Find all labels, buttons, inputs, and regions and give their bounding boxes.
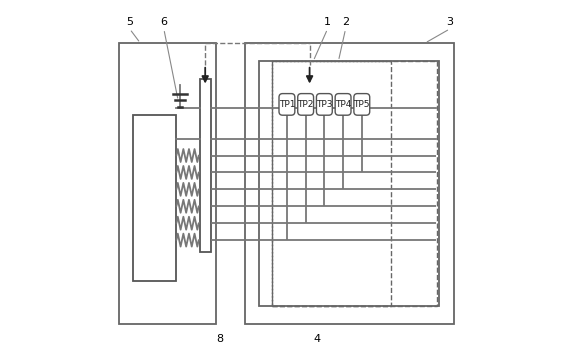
FancyBboxPatch shape — [354, 94, 370, 115]
Bar — [259, 61, 439, 306]
Text: TP1: TP1 — [279, 100, 295, 109]
Bar — [133, 115, 176, 281]
Text: 5: 5 — [126, 17, 133, 27]
Text: 2: 2 — [342, 17, 349, 27]
Bar — [245, 43, 454, 324]
Text: 3: 3 — [446, 17, 453, 27]
Bar — [272, 61, 437, 306]
Text: 1: 1 — [324, 17, 331, 27]
Text: 4: 4 — [313, 334, 320, 344]
Text: 6: 6 — [160, 17, 167, 27]
Text: 8: 8 — [216, 334, 223, 344]
FancyBboxPatch shape — [279, 94, 295, 115]
FancyBboxPatch shape — [298, 94, 313, 115]
Text: TP5: TP5 — [354, 100, 370, 109]
FancyBboxPatch shape — [335, 94, 351, 115]
Bar — [272, 61, 391, 306]
Text: TP3: TP3 — [316, 100, 332, 109]
Bar — [119, 43, 216, 324]
Text: TP2: TP2 — [297, 100, 314, 109]
FancyBboxPatch shape — [316, 94, 332, 115]
Text: TP4: TP4 — [335, 100, 351, 109]
Bar — [200, 79, 211, 252]
